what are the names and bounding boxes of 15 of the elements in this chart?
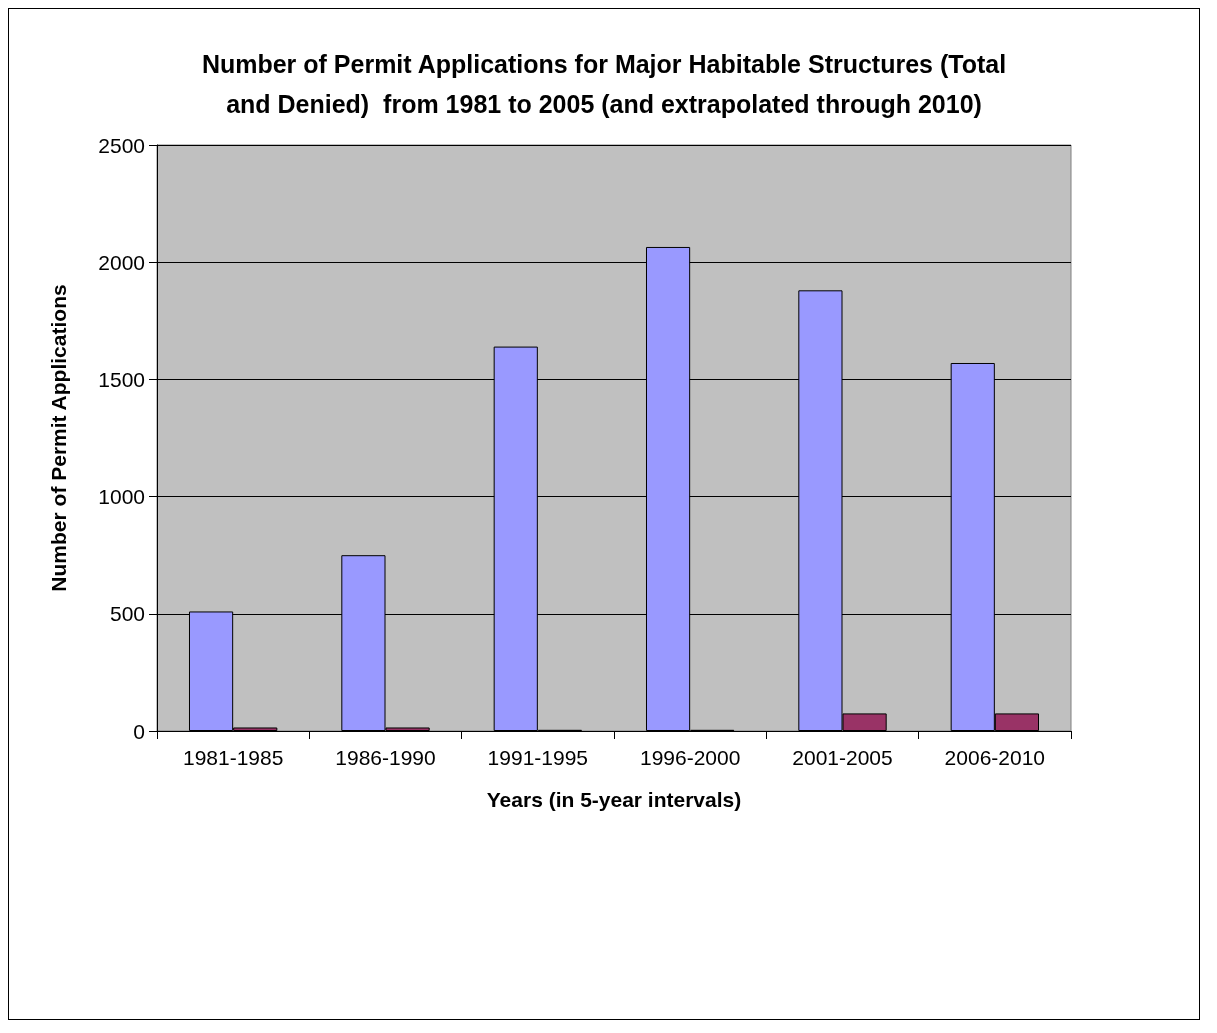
y-tick-label: 2000 [98,250,145,274]
x-tick-label: 1991-1995 [487,746,589,769]
y-tick-label: 500 [109,602,145,626]
x-tick-label: 2001-2005 [792,746,893,769]
y-tick-label: 2500 [98,133,145,157]
x-tick-label: 2006-2010 [944,746,1046,769]
x-axis-title: Years (in 5-year intervals) [486,788,742,811]
x-tick-label: 1996-2000 [639,746,741,769]
x-tick-label: 1981-1985 [182,746,284,769]
chart-title: Number of Permit Applications for Major Habitable Structures (Total and Denied) from 1981 to 2005 (and extrapolated through 2010) [201,50,1007,118]
y-tick-label: 0 [133,719,145,743]
x-tick-label: 1986-1990 [335,746,436,769]
y-axis-title: Number of Permit Applications [47,284,70,592]
y-tick-label: 1500 [98,367,145,391]
y-tick-label: 1000 [98,485,145,509]
